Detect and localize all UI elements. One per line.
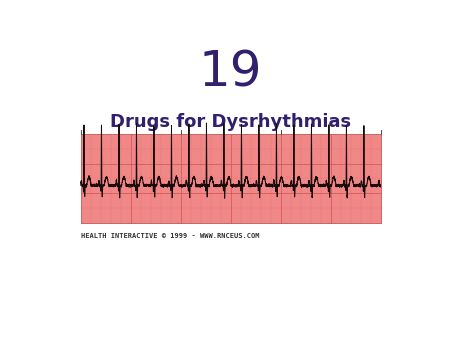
FancyBboxPatch shape: [81, 134, 381, 223]
Text: Drugs for Dysrhythmias: Drugs for Dysrhythmias: [110, 114, 351, 131]
Text: HEALTH INTERACTIVE © 1999 - WWW.RNCEUS.COM: HEALTH INTERACTIVE © 1999 - WWW.RNCEUS.C…: [81, 233, 259, 239]
Text: 19: 19: [199, 48, 262, 96]
